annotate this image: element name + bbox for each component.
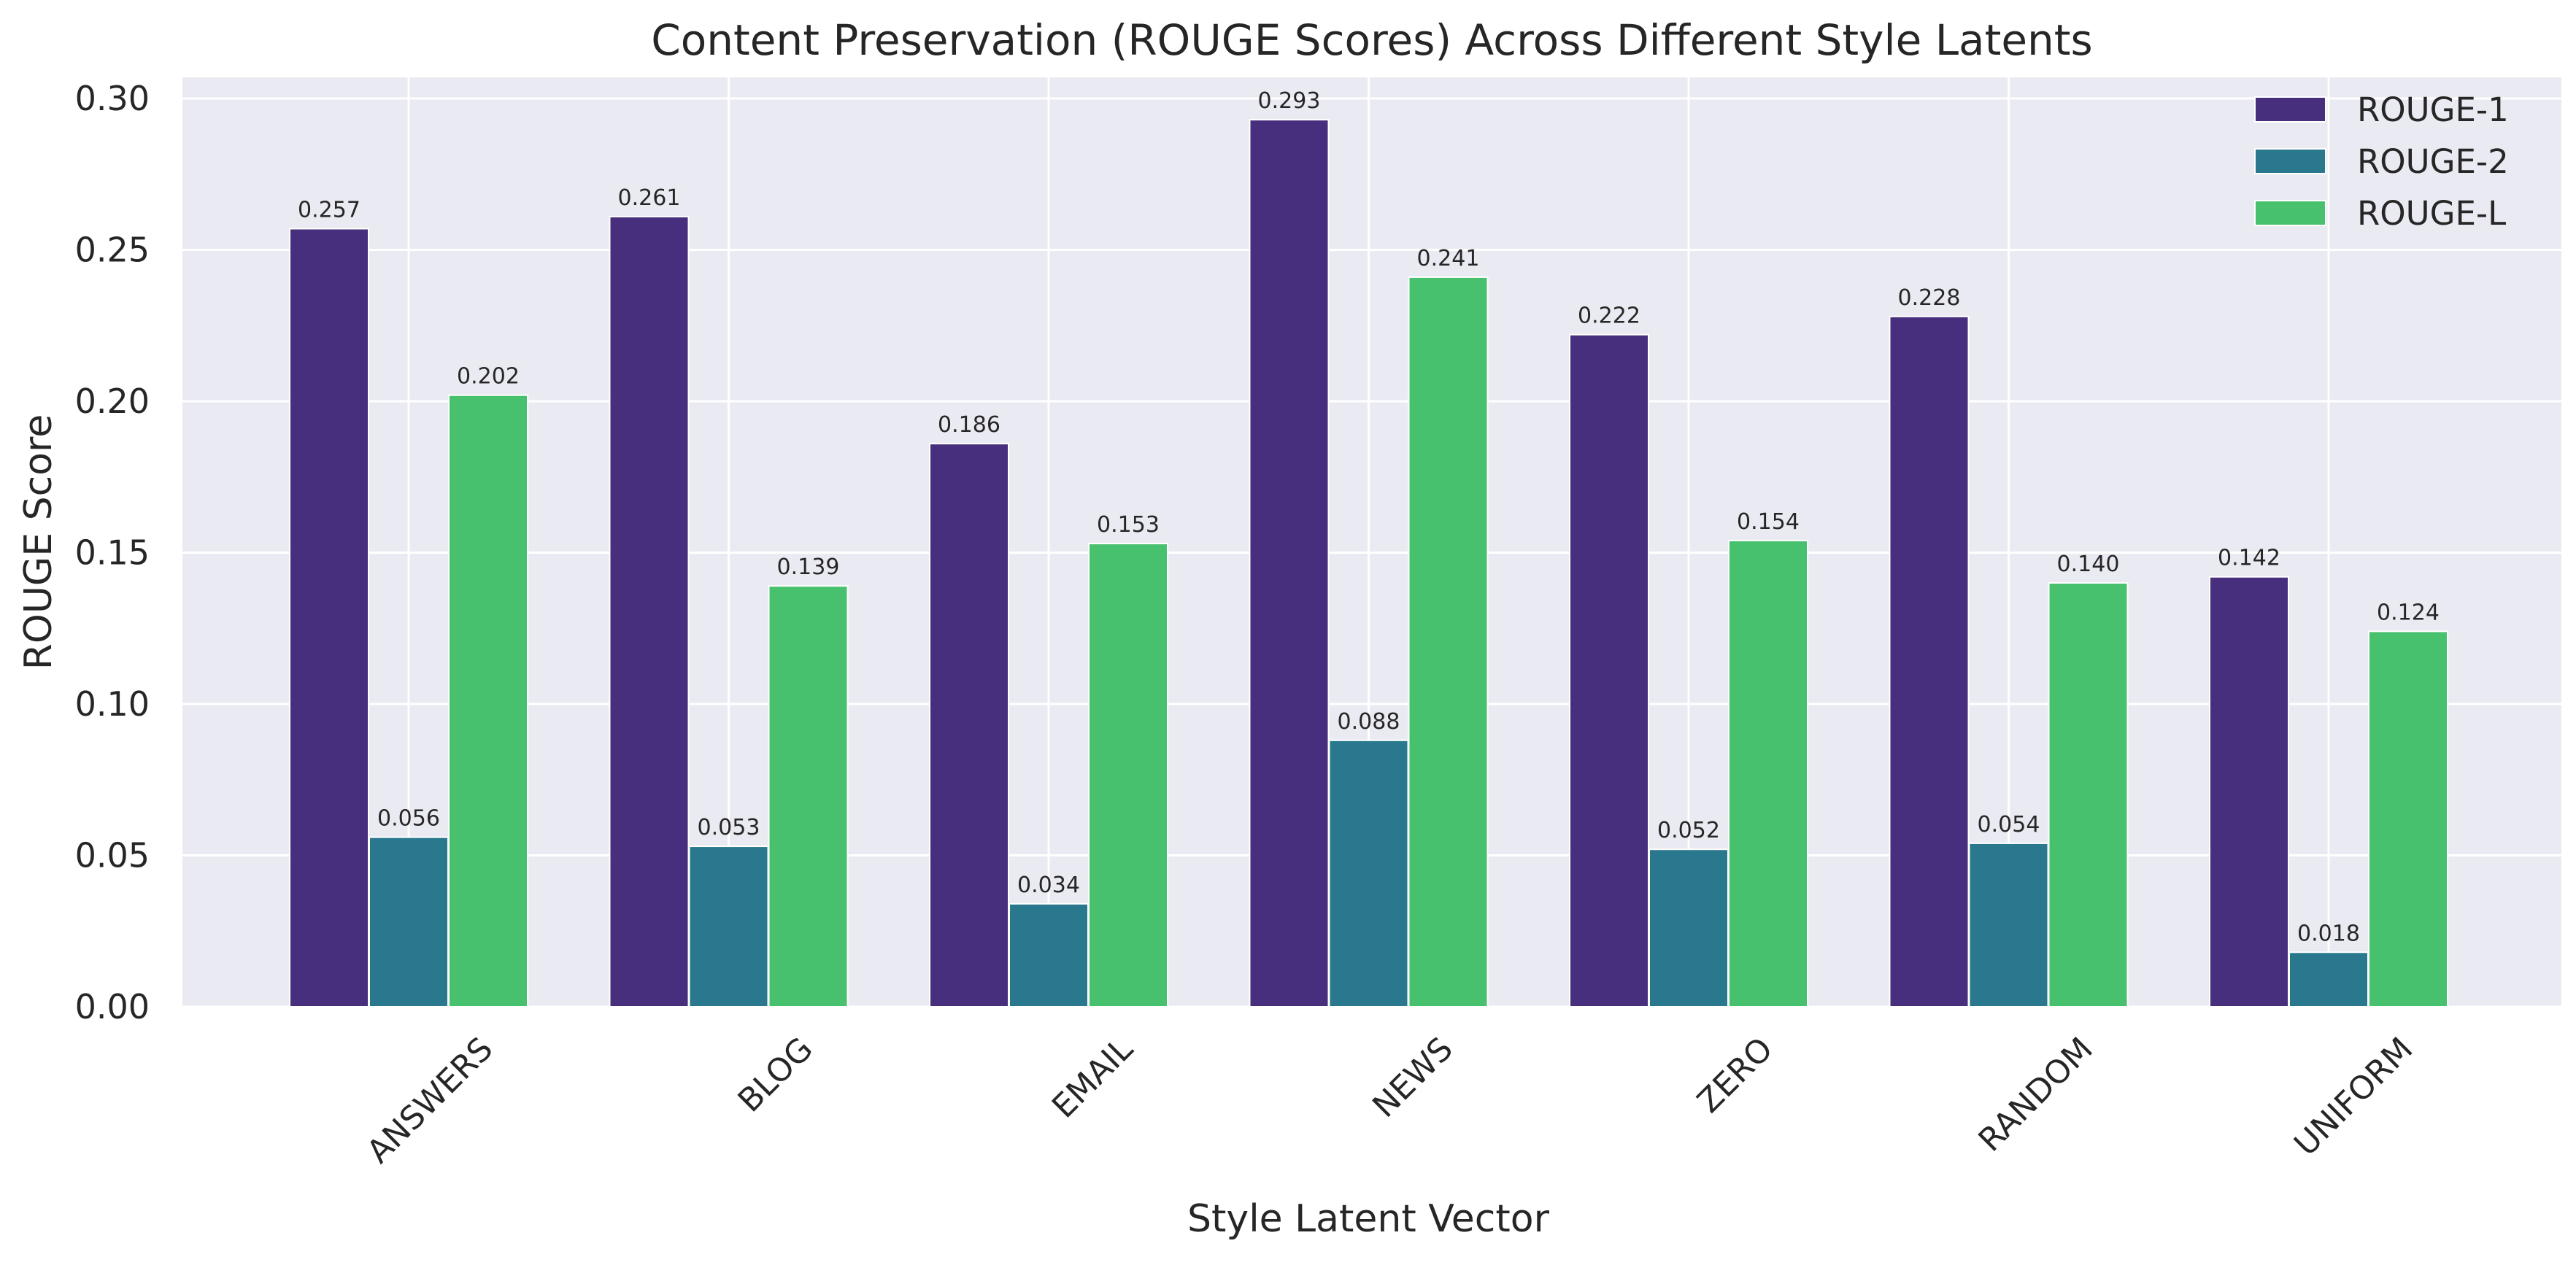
x-tick-label: ZERO [1690,1030,1780,1120]
bar-rouge-l-zero [1728,539,1808,1007]
y-tick-label: 0.30 [75,79,150,118]
bar-rouge-2-random [1968,842,2049,1008]
bar-rouge-2-zero [1648,848,1729,1008]
x-axis-label: Style Latent Vector [1187,1197,1550,1241]
data-label: 0.053 [698,815,760,840]
data-labels: 0.257 0.261 0.186 0.293 0.222 0.228 0.142 0.056… [298,88,2440,946]
x-ticks: ANSWERS BLOG EMAIL NEWS ZERO RANDOM UNIFORM [360,1030,2420,1171]
legend-label: ROUGE-2 [2357,142,2509,181]
bar-rouge-1-uniform [2209,576,2289,1007]
legend: ROUGE-1 ROUGE-2 ROUGE-L [2254,90,2509,233]
bar-rouge-l-blog [768,585,849,1007]
data-label: 0.222 [1578,303,1640,329]
x-tick-label: NEWS [1365,1030,1460,1125]
y-tick-label: 0.15 [75,533,150,573]
x-tick-label: ANSWERS [360,1030,500,1170]
data-label: 0.088 [1338,709,1400,735]
y-ticks: 0.00 0.05 0.10 0.15 0.20 0.25 0.30 [75,79,150,1026]
bar-rouge-l-email [1088,543,1168,1007]
y-tick-label: 0.20 [75,382,150,421]
y-axis-label: ROUGE Score [17,414,61,670]
bar-rouge-1-email [929,443,1009,1007]
x-tick-label: UNIFORM [2287,1030,2420,1163]
bar-rouge-2-uniform [2288,951,2369,1008]
legend-swatch [2254,200,2326,226]
bar-rouge-1-random [1889,315,1970,1007]
data-label: 0.052 [1657,818,1720,843]
data-label: 0.257 [298,197,360,223]
data-label: 0.293 [1258,88,1321,114]
x-tick-label: RANDOM [1972,1030,2100,1158]
data-label: 0.261 [618,185,681,211]
data-label: 0.142 [2218,546,2280,571]
bar-rouge-1-answers [289,228,369,1008]
data-label: 0.202 [457,364,520,390]
bar-rouge-l-uniform [2368,630,2448,1007]
legend-label: ROUGE-L [2357,194,2506,233]
bar-rouge-l-answers [448,394,528,1007]
data-label: 0.056 [377,806,440,832]
bar-rouge-2-answers [369,836,449,1008]
data-label: 0.034 [1017,873,1080,898]
bar-rouge-2-email [1009,902,1089,1007]
y-tick-label: 0.10 [75,684,150,724]
bar-rouge-l-random [2048,582,2129,1007]
bar-rouge-2-news [1328,739,1409,1007]
data-label: 0.154 [1737,509,1800,535]
data-label: 0.241 [1417,246,1480,271]
data-label: 0.153 [1097,512,1160,538]
y-tick-label: 0.25 [75,231,150,270]
bar-rouge-1-zero [1569,333,1649,1007]
data-label: 0.186 [938,412,1000,438]
bar-rouge-l-news [1408,276,1489,1008]
legend-swatch [2254,96,2326,123]
x-tick-label: BLOG [731,1030,820,1119]
bar-rouge-1-news [1249,119,1330,1007]
bar-rouge-1-blog [609,215,690,1008]
data-label: 0.228 [1898,285,1961,311]
data-label: 0.018 [2297,921,2360,946]
data-label: 0.054 [1978,812,2040,837]
bar-rouge-2-blog [688,846,769,1007]
y-tick-label: 0.00 [75,987,150,1026]
data-label: 0.140 [2057,552,2120,577]
data-label: 0.139 [777,554,840,580]
data-label: 0.124 [2377,600,2440,625]
x-tick-label: EMAIL [1045,1030,1141,1126]
y-tick-label: 0.05 [75,836,150,875]
bars [289,119,2448,1008]
chart-title: Content Preservation (ROUGE Scores) Acro… [651,15,2092,65]
legend-swatch [2254,148,2326,174]
legend-label: ROUGE-1 [2357,90,2509,129]
